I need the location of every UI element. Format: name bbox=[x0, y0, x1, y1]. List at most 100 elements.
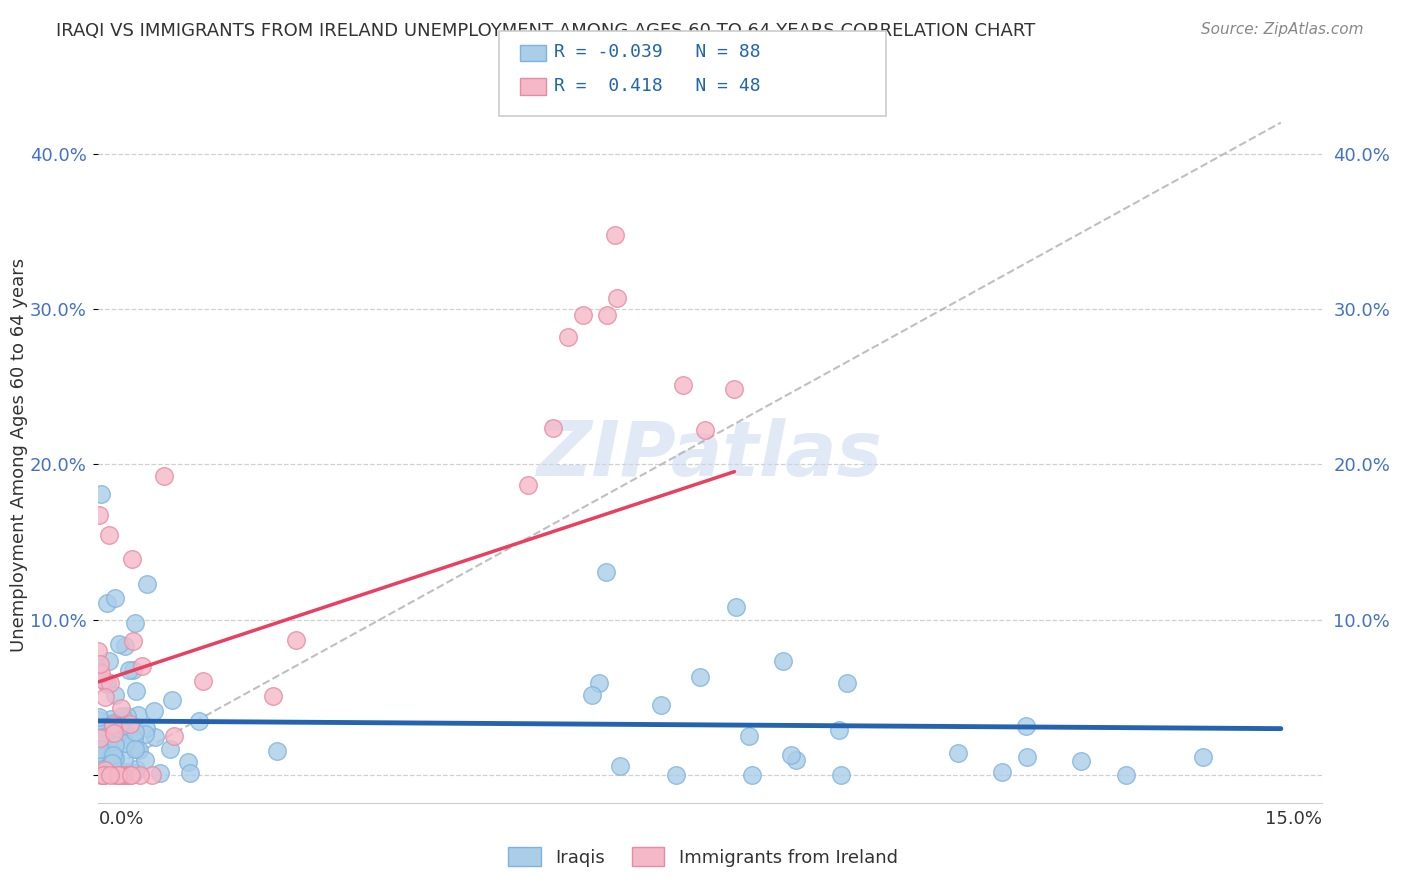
Point bbox=[94, 763, 117, 777]
Point bbox=[785, 753, 807, 767]
Point bbox=[115, 768, 138, 782]
Point bbox=[104, 768, 127, 782]
Point bbox=[114, 765, 136, 780]
Point bbox=[187, 714, 209, 728]
Point bbox=[96, 677, 118, 691]
Point bbox=[103, 747, 125, 762]
Point bbox=[111, 709, 134, 723]
Point bbox=[96, 748, 118, 763]
Point bbox=[87, 710, 110, 724]
Point bbox=[87, 508, 110, 523]
Text: 15.0%: 15.0% bbox=[1264, 810, 1322, 828]
Text: 0.0%: 0.0% bbox=[98, 810, 143, 828]
Point bbox=[91, 673, 114, 687]
Point bbox=[118, 663, 141, 677]
Point bbox=[128, 768, 150, 782]
Point bbox=[96, 675, 118, 690]
Point bbox=[101, 756, 124, 771]
Point bbox=[114, 765, 136, 780]
Point bbox=[110, 768, 132, 782]
Point bbox=[104, 591, 127, 605]
Point bbox=[120, 768, 142, 782]
Point bbox=[665, 768, 688, 782]
Point bbox=[160, 693, 183, 707]
Point bbox=[93, 690, 115, 705]
Point bbox=[830, 768, 852, 782]
Text: R =  0.418   N = 48: R = 0.418 N = 48 bbox=[554, 77, 761, 95]
Point bbox=[179, 766, 201, 780]
Point bbox=[127, 708, 149, 723]
Point bbox=[89, 741, 111, 756]
Point bbox=[93, 768, 115, 782]
Point bbox=[93, 730, 115, 744]
Point bbox=[1015, 718, 1038, 732]
Point bbox=[112, 768, 135, 782]
Point bbox=[101, 718, 124, 732]
Point bbox=[104, 738, 127, 752]
Point bbox=[89, 731, 111, 746]
Point bbox=[101, 715, 124, 730]
Point bbox=[723, 382, 745, 396]
Point bbox=[124, 765, 146, 780]
Text: Source: ZipAtlas.com: Source: ZipAtlas.com bbox=[1201, 22, 1364, 37]
Point bbox=[91, 750, 114, 764]
Point bbox=[125, 684, 148, 698]
Point bbox=[87, 643, 110, 657]
Point bbox=[650, 698, 672, 712]
Point bbox=[159, 742, 181, 756]
Point bbox=[104, 751, 127, 765]
Point bbox=[87, 765, 110, 780]
Point bbox=[124, 742, 146, 756]
Point bbox=[108, 733, 131, 747]
Point bbox=[131, 658, 153, 673]
Point bbox=[595, 565, 617, 579]
Point bbox=[98, 676, 121, 690]
Point bbox=[107, 768, 129, 782]
Point bbox=[163, 730, 186, 744]
Point bbox=[543, 420, 565, 434]
Point bbox=[557, 330, 579, 344]
Point bbox=[837, 675, 859, 690]
Point bbox=[100, 748, 122, 763]
Point bbox=[142, 704, 165, 718]
Point bbox=[689, 670, 711, 684]
Point bbox=[98, 655, 121, 669]
Point bbox=[100, 738, 122, 752]
Point bbox=[738, 729, 761, 743]
Point bbox=[93, 768, 115, 782]
Point bbox=[991, 764, 1014, 779]
Point bbox=[1115, 768, 1137, 782]
Text: R = -0.039   N = 88: R = -0.039 N = 88 bbox=[554, 43, 761, 61]
Point bbox=[128, 743, 150, 757]
Point bbox=[117, 768, 139, 782]
Point bbox=[588, 676, 610, 690]
Point bbox=[104, 688, 127, 702]
Point bbox=[91, 768, 114, 782]
Point bbox=[780, 748, 803, 763]
Point bbox=[176, 756, 198, 770]
Point bbox=[94, 748, 117, 763]
Point bbox=[153, 469, 176, 483]
Point bbox=[100, 712, 122, 726]
Point bbox=[112, 753, 135, 767]
Point bbox=[114, 725, 136, 739]
Point bbox=[87, 765, 110, 780]
Y-axis label: Unemployment Among Ages 60 to 64 years: Unemployment Among Ages 60 to 64 years bbox=[10, 258, 28, 652]
Point bbox=[89, 721, 111, 735]
Point bbox=[1017, 750, 1039, 764]
Point bbox=[89, 657, 111, 671]
Point bbox=[108, 637, 131, 651]
Text: ZIPatlas: ZIPatlas bbox=[537, 418, 883, 491]
Point bbox=[135, 721, 157, 735]
Point bbox=[89, 756, 111, 770]
Point bbox=[149, 765, 172, 780]
Point bbox=[121, 633, 143, 648]
Point bbox=[262, 689, 284, 703]
Point bbox=[134, 726, 156, 740]
Point bbox=[98, 527, 121, 541]
Point bbox=[596, 308, 619, 322]
Point bbox=[284, 633, 307, 648]
Point bbox=[122, 731, 145, 746]
Point bbox=[581, 688, 603, 702]
Point bbox=[143, 731, 166, 745]
